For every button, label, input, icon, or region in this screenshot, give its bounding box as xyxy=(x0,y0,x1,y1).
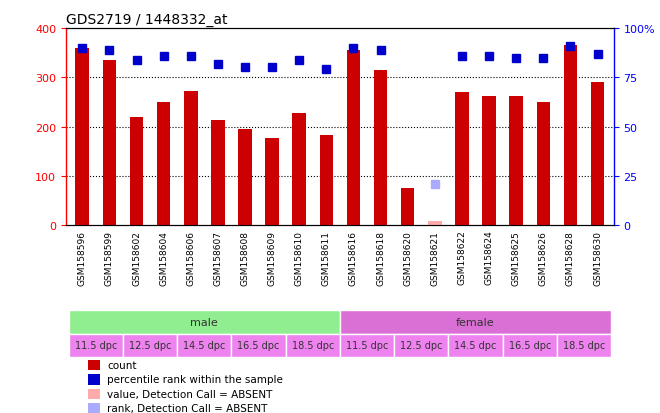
Bar xyxy=(448,334,503,357)
Text: count: count xyxy=(107,360,137,370)
Text: GSM158625: GSM158625 xyxy=(512,230,521,285)
Bar xyxy=(75,49,89,226)
Text: 16.5 dpc: 16.5 dpc xyxy=(509,341,551,351)
Text: 12.5 dpc: 12.5 dpc xyxy=(400,341,442,351)
Bar xyxy=(340,310,611,334)
Bar xyxy=(394,334,448,357)
Bar xyxy=(102,61,116,226)
Bar xyxy=(374,71,387,226)
Text: GSM158630: GSM158630 xyxy=(593,230,602,285)
Text: value, Detection Call = ABSENT: value, Detection Call = ABSENT xyxy=(107,389,273,399)
Text: GSM158626: GSM158626 xyxy=(539,230,548,285)
Text: GSM158611: GSM158611 xyxy=(322,230,331,285)
Bar xyxy=(88,403,100,413)
Text: GSM158622: GSM158622 xyxy=(457,230,467,285)
Bar xyxy=(265,138,279,226)
Text: 18.5 dpc: 18.5 dpc xyxy=(563,341,605,351)
Bar xyxy=(211,121,224,226)
Text: GSM158609: GSM158609 xyxy=(267,230,277,285)
Bar xyxy=(88,360,100,370)
Bar xyxy=(340,334,394,357)
Bar xyxy=(557,334,611,357)
Text: GSM158621: GSM158621 xyxy=(430,230,440,285)
Text: GSM158608: GSM158608 xyxy=(240,230,249,285)
Text: GSM158628: GSM158628 xyxy=(566,230,575,285)
Bar xyxy=(455,93,469,226)
Text: GSM158607: GSM158607 xyxy=(213,230,222,285)
Bar xyxy=(346,51,360,226)
Bar xyxy=(401,189,414,226)
Bar xyxy=(232,334,286,357)
Text: GSM158624: GSM158624 xyxy=(484,230,494,285)
Bar xyxy=(177,334,232,357)
Bar xyxy=(184,92,197,226)
Text: female: female xyxy=(456,317,495,327)
Bar xyxy=(123,334,177,357)
Text: GSM158606: GSM158606 xyxy=(186,230,195,285)
Bar xyxy=(510,96,523,226)
Bar xyxy=(591,83,605,226)
Text: GSM158599: GSM158599 xyxy=(105,230,114,285)
Text: 12.5 dpc: 12.5 dpc xyxy=(129,341,172,351)
Text: GSM158610: GSM158610 xyxy=(295,230,304,285)
Text: 11.5 dpc: 11.5 dpc xyxy=(75,341,117,351)
Bar xyxy=(69,310,340,334)
Bar xyxy=(537,103,550,226)
Bar xyxy=(503,334,557,357)
Text: GSM158602: GSM158602 xyxy=(132,230,141,285)
Text: GSM158620: GSM158620 xyxy=(403,230,412,285)
Bar xyxy=(69,334,123,357)
Bar xyxy=(292,114,306,226)
Text: rank, Detection Call = ABSENT: rank, Detection Call = ABSENT xyxy=(107,404,267,413)
Text: GSM158616: GSM158616 xyxy=(349,230,358,285)
Bar xyxy=(157,103,170,226)
Bar xyxy=(238,130,251,226)
Bar xyxy=(482,97,496,226)
Text: GSM158618: GSM158618 xyxy=(376,230,385,285)
Bar xyxy=(130,118,143,226)
Bar xyxy=(88,389,100,399)
Text: 14.5 dpc: 14.5 dpc xyxy=(454,341,497,351)
Bar xyxy=(428,221,442,226)
Bar xyxy=(564,46,578,226)
Text: 11.5 dpc: 11.5 dpc xyxy=(346,341,388,351)
Text: percentile rank within the sample: percentile rank within the sample xyxy=(107,375,283,385)
Bar xyxy=(286,334,340,357)
Bar xyxy=(319,135,333,226)
Text: 14.5 dpc: 14.5 dpc xyxy=(183,341,226,351)
Text: GDS2719 / 1448332_at: GDS2719 / 1448332_at xyxy=(66,12,228,26)
Text: GSM158596: GSM158596 xyxy=(78,230,86,285)
Text: GSM158604: GSM158604 xyxy=(159,230,168,285)
Text: male: male xyxy=(191,317,218,327)
Bar xyxy=(88,374,100,385)
Text: 16.5 dpc: 16.5 dpc xyxy=(238,341,280,351)
Text: 18.5 dpc: 18.5 dpc xyxy=(292,341,334,351)
